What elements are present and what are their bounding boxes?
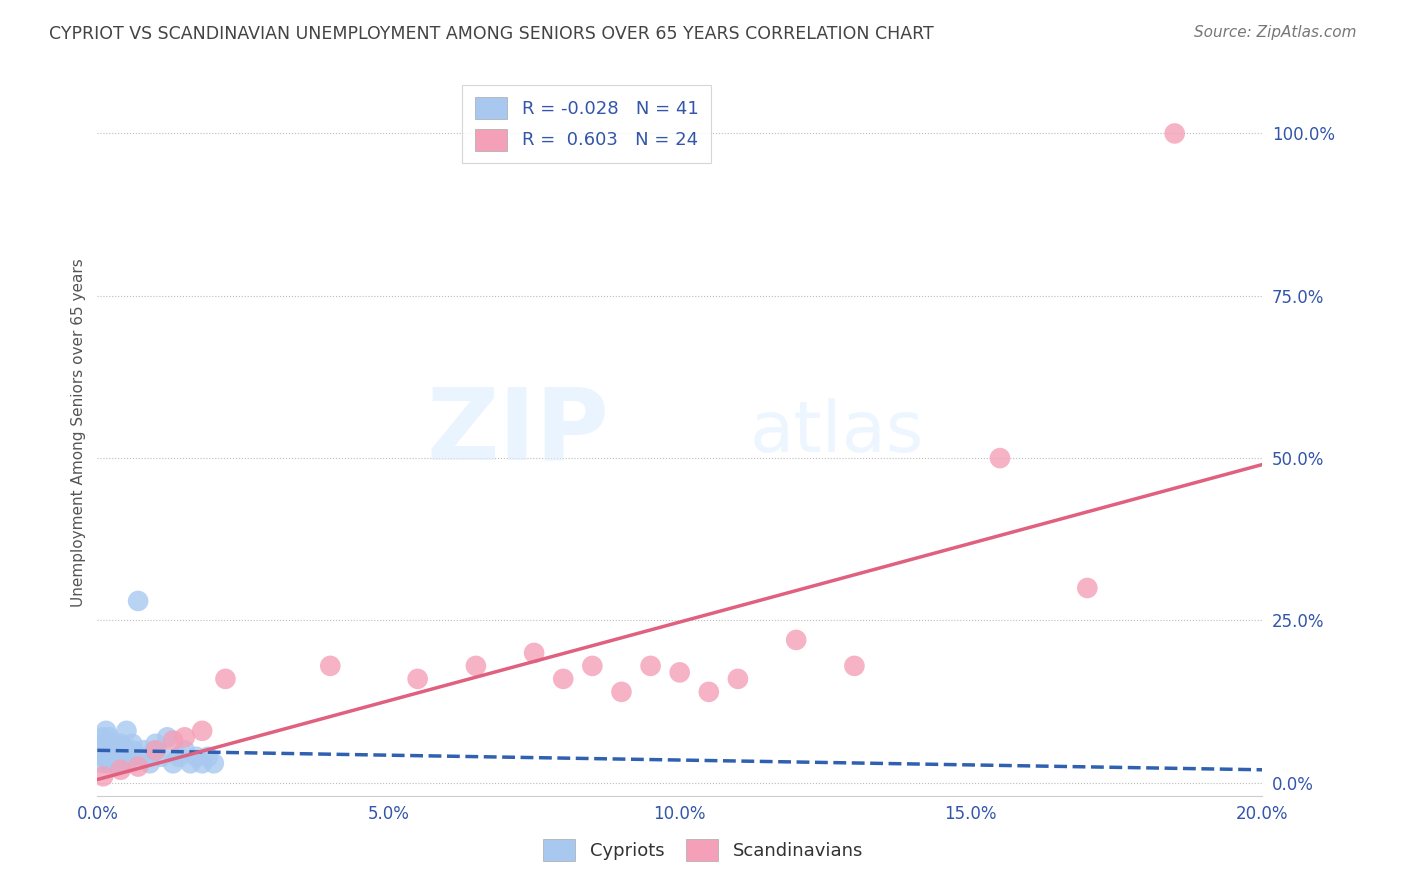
Point	[98, 743, 121, 757]
Point	[98, 731, 121, 745]
Point	[844, 659, 866, 673]
Text: ZIP: ZIP	[427, 384, 610, 481]
Point	[180, 756, 202, 771]
Point	[697, 685, 720, 699]
Legend: Cypriots, Scandinavians: Cypriots, Scandinavians	[534, 830, 872, 870]
Point	[91, 731, 114, 745]
Point	[173, 743, 195, 757]
Point	[406, 672, 429, 686]
Point	[91, 756, 114, 771]
Point	[132, 749, 155, 764]
Point	[94, 743, 117, 757]
Point	[523, 646, 546, 660]
Text: Source: ZipAtlas.com: Source: ZipAtlas.com	[1194, 25, 1357, 40]
Point	[214, 672, 236, 686]
Point	[110, 763, 132, 777]
Point	[91, 737, 114, 751]
Point	[110, 737, 132, 751]
Point	[1076, 581, 1098, 595]
Text: atlas: atlas	[749, 398, 924, 467]
Point	[668, 665, 690, 680]
Point	[162, 756, 184, 771]
Point	[162, 733, 184, 747]
Point	[727, 672, 749, 686]
Point	[115, 743, 138, 757]
Point	[89, 743, 111, 757]
Point	[104, 749, 127, 764]
Point	[115, 756, 138, 771]
Point	[145, 743, 167, 757]
Point	[127, 594, 149, 608]
Point	[139, 756, 162, 771]
Point	[91, 749, 114, 764]
Point	[98, 756, 121, 771]
Point	[156, 731, 179, 745]
Point	[150, 749, 173, 764]
Point	[98, 749, 121, 764]
Point	[110, 749, 132, 764]
Point	[167, 749, 190, 764]
Point	[1163, 127, 1185, 141]
Point	[115, 723, 138, 738]
Legend: R = -0.028   N = 41, R =  0.603   N = 24: R = -0.028 N = 41, R = 0.603 N = 24	[463, 85, 711, 163]
Point	[145, 737, 167, 751]
Point	[553, 672, 575, 686]
Point	[581, 659, 603, 673]
Point	[121, 749, 143, 764]
Text: CYPRIOT VS SCANDINAVIAN UNEMPLOYMENT AMONG SENIORS OVER 65 YEARS CORRELATION CHA: CYPRIOT VS SCANDINAVIAN UNEMPLOYMENT AMO…	[49, 25, 934, 43]
Point	[202, 756, 225, 771]
Point	[988, 451, 1011, 466]
Point	[319, 659, 342, 673]
Point	[640, 659, 662, 673]
Point	[121, 737, 143, 751]
Point	[785, 632, 807, 647]
Point	[610, 685, 633, 699]
Point	[121, 743, 143, 757]
Point	[104, 743, 127, 757]
Point	[104, 737, 127, 751]
Point	[127, 759, 149, 773]
Point	[145, 743, 167, 757]
Point	[104, 756, 127, 771]
Point	[110, 756, 132, 771]
Point	[197, 749, 219, 764]
Point	[191, 756, 214, 771]
Point	[173, 731, 195, 745]
Point	[98, 737, 121, 751]
Point	[191, 723, 214, 738]
Point	[91, 769, 114, 783]
Point	[132, 743, 155, 757]
Point	[464, 659, 486, 673]
Y-axis label: Unemployment Among Seniors over 65 years: Unemployment Among Seniors over 65 years	[72, 258, 86, 607]
Point	[186, 749, 208, 764]
Point	[94, 723, 117, 738]
